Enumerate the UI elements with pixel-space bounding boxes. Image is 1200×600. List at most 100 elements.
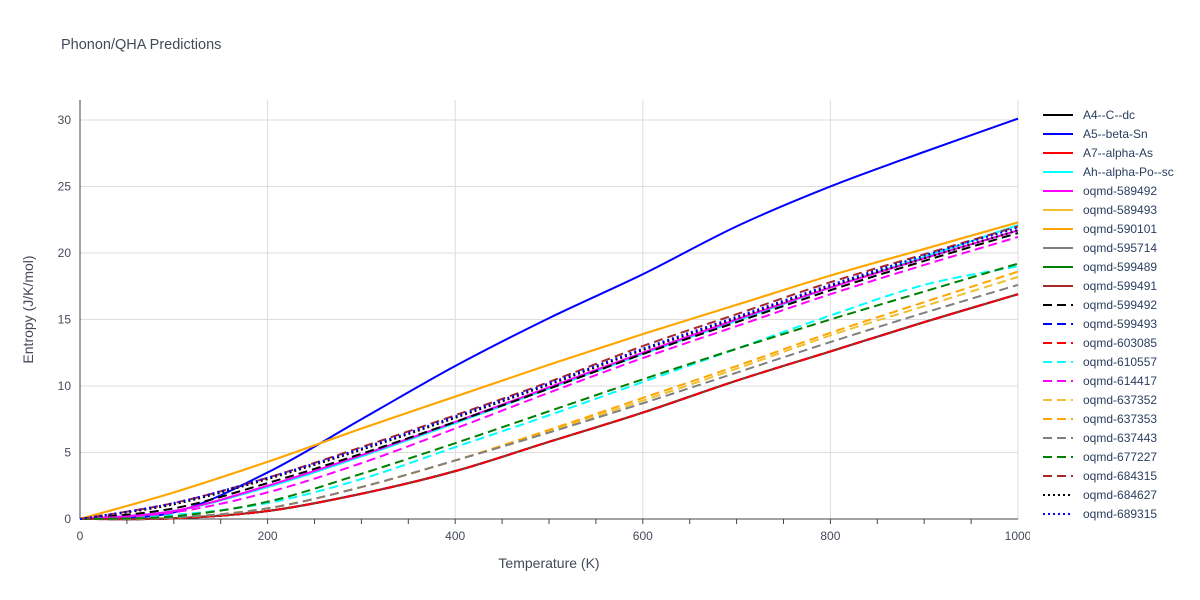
legend-item[interactable]: oqmd-684315: [1040, 466, 1174, 485]
series-line-oqmd-684315: [79, 225, 1019, 520]
legend-swatch: [1043, 246, 1073, 249]
series-line-oqmd-689315: [79, 226, 1019, 520]
legend-item[interactable]: oqmd-595714: [1040, 238, 1174, 257]
legend-swatch: [1043, 417, 1073, 420]
legend-item[interactable]: oqmd-689315: [1040, 504, 1174, 523]
legend-item[interactable]: Ah--alpha-Po--sc: [1040, 162, 1174, 181]
legend-label: oqmd-603085: [1083, 335, 1158, 350]
series-line-oqmd-677227: [79, 262, 1019, 520]
series-line-oqmd-589492: [79, 229, 1019, 520]
legend-label: oqmd-677227: [1083, 449, 1158, 464]
legend-item[interactable]: oqmd-599492: [1040, 295, 1174, 314]
legend-label: oqmd-595714: [1083, 240, 1158, 255]
series-line-oqmd-599489: [79, 293, 1019, 521]
x-axis-label: Temperature (K): [498, 555, 599, 571]
legend-item[interactable]: oqmd-610557: [1040, 352, 1174, 371]
legend-swatch: [1043, 322, 1073, 325]
legend-swatch: [1043, 455, 1073, 458]
chart-title: Phonon/QHA Predictions: [61, 37, 222, 53]
legend-swatch: [1043, 113, 1073, 116]
legend-item[interactable]: oqmd-589492: [1040, 181, 1174, 200]
legend-swatch: [1043, 341, 1073, 344]
legend-label: oqmd-614417: [1083, 373, 1158, 388]
series-line-oqmd-637352: [79, 275, 1019, 520]
series-line-oqmd-614417: [79, 236, 1019, 520]
series-line-oqmd-599492: [79, 232, 1019, 520]
series-line-oqmd-610557: [79, 265, 1019, 520]
y-tick-label: 10: [58, 379, 72, 393]
legend-swatch: [1043, 189, 1073, 192]
y-tick-label: 20: [58, 246, 72, 260]
legend-label: oqmd-599492: [1083, 297, 1158, 312]
series-line-oqmd-589493: [79, 221, 1019, 520]
legend-label: A7--alpha-As: [1083, 145, 1154, 160]
series-line-oqmd-599491: [79, 293, 1019, 521]
series-line-oqmd-603085: [79, 293, 1019, 521]
legend-item[interactable]: oqmd-684627: [1040, 485, 1174, 504]
legend-item[interactable]: A5--beta-Sn: [1040, 124, 1174, 143]
series-line-oqmd-637353: [79, 270, 1019, 520]
plot-area: 0 200 400 600 800 1000 0 5 10 15 20 25 30 Temperature…: [20, 100, 1030, 571]
legend-label: oqmd-599489: [1083, 259, 1158, 274]
legend-swatch: [1043, 284, 1073, 287]
legend-label: oqmd-637443: [1083, 430, 1158, 445]
legend-item[interactable]: A7--alpha-As: [1040, 143, 1174, 162]
legend-swatch: [1043, 379, 1073, 382]
legend-label: oqmd-684627: [1083, 487, 1158, 502]
series-line-A4--C--dc: [79, 293, 1019, 521]
legend-item[interactable]: oqmd-637443: [1040, 428, 1174, 447]
legend-label: oqmd-599491: [1083, 278, 1158, 293]
legend-label: oqmd-589492: [1083, 183, 1158, 198]
legend-label: oqmd-689315: [1083, 506, 1158, 521]
legend-swatch: [1043, 398, 1073, 401]
legend-label: oqmd-610557: [1083, 354, 1158, 369]
legend-item[interactable]: oqmd-599489: [1040, 257, 1174, 276]
x-tick-label: 1000: [1005, 529, 1030, 543]
legend-swatch: [1043, 436, 1073, 439]
legend-item[interactable]: oqmd-599491: [1040, 276, 1174, 295]
legend-label: oqmd-590101: [1083, 221, 1158, 236]
y-tick-label: 5: [64, 445, 71, 459]
legend-swatch: [1043, 265, 1073, 268]
legend-swatch: [1043, 151, 1073, 154]
legend-label: oqmd-599493: [1083, 316, 1158, 331]
y-axis-label: Entropy (J/K/mol): [20, 255, 36, 363]
legend-item[interactable]: oqmd-637352: [1040, 390, 1174, 409]
legend-swatch: [1043, 132, 1073, 135]
legend-swatch: [1043, 512, 1073, 515]
x-tick-label: 0: [77, 529, 84, 543]
series-line-oqmd-595714: [79, 293, 1019, 521]
legend-item[interactable]: oqmd-599493: [1040, 314, 1174, 333]
x-tick-label: 800: [820, 529, 840, 543]
legend-item[interactable]: oqmd-589493: [1040, 200, 1174, 219]
legend-label: oqmd-589493: [1083, 202, 1158, 217]
series-line-oqmd-590101: [79, 221, 1019, 520]
series-line-oqmd-684627: [79, 229, 1019, 520]
x-tick-label: 200: [258, 529, 278, 543]
legend-item[interactable]: A4--C--dc: [1040, 105, 1174, 124]
legend-swatch: [1043, 493, 1073, 496]
legend-swatch: [1043, 227, 1073, 230]
y-tick-label: 25: [58, 179, 72, 193]
legend-swatch: [1043, 360, 1073, 363]
legend-swatch: [1043, 208, 1073, 211]
legend: A4--C--dc A5--beta-Sn A7--alpha-As Ah--alph…: [1040, 105, 1174, 523]
legend-label: A5--beta-Sn: [1083, 126, 1148, 141]
x-tick-label: 600: [633, 529, 653, 543]
legend-item[interactable]: oqmd-603085: [1040, 333, 1174, 352]
legend-label: oqmd-637352: [1083, 392, 1158, 407]
series-line-oqmd-599493: [79, 293, 1019, 521]
legend-swatch: [1043, 303, 1073, 306]
legend-label: oqmd-684315: [1083, 468, 1158, 483]
legend-item[interactable]: oqmd-590101: [1040, 219, 1174, 238]
y-tick-label: 30: [58, 113, 72, 127]
legend-item[interactable]: oqmd-637353: [1040, 409, 1174, 428]
series-line-oqmd-637443: [79, 283, 1019, 520]
legend-swatch: [1043, 474, 1073, 477]
x-tick-label: 400: [445, 529, 465, 543]
legend-swatch: [1043, 170, 1073, 173]
legend-item[interactable]: oqmd-677227: [1040, 447, 1174, 466]
series-line-A7--alpha-As: [79, 293, 1019, 521]
legend-item[interactable]: oqmd-614417: [1040, 371, 1174, 390]
